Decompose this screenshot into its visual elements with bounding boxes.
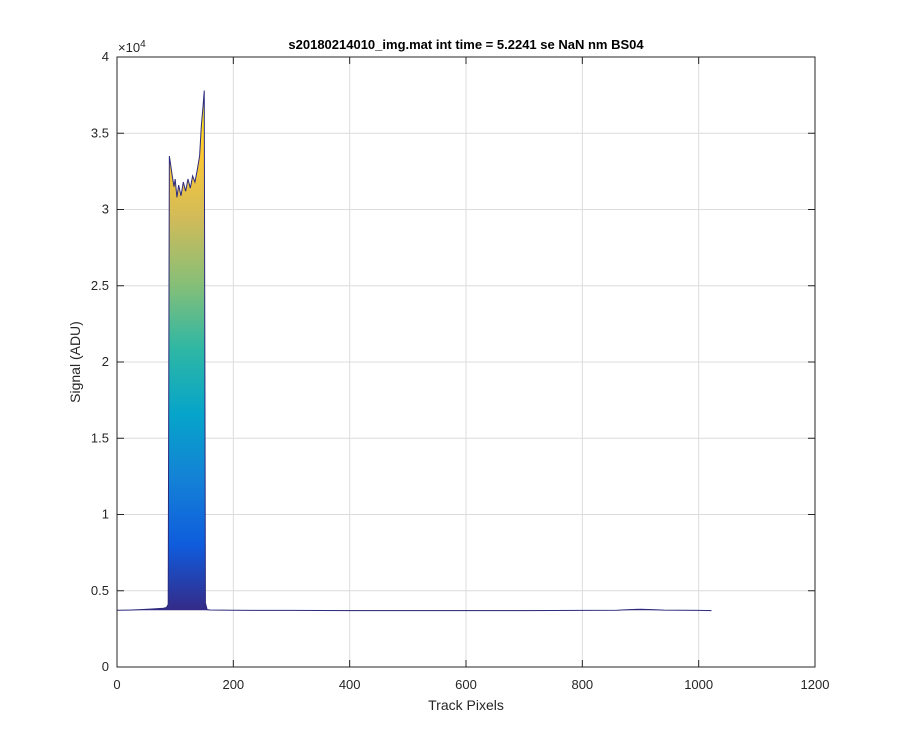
signal-area (117, 90, 712, 611)
y-tick-label: 1 (102, 507, 109, 522)
y-tick-label: 0 (102, 659, 109, 674)
x-tick-label: 400 (339, 677, 361, 692)
data-layer (116, 90, 712, 612)
x-tick-label: 0 (113, 677, 120, 692)
y-axis-label: Signal (ADU) (67, 321, 83, 403)
x-tick-label: 200 (222, 677, 244, 692)
x-tick-label: 1200 (801, 677, 830, 692)
x-tick-labels: 0 200 400 600 800 1000 1200 (113, 677, 829, 692)
y-tick-label: 1.5 (91, 430, 109, 445)
chart-title: s20180214010_img.mat int time = 5.2241 s… (288, 37, 644, 52)
y-tick-label: 2 (102, 354, 109, 369)
y-exponent-label: ×104 (118, 39, 146, 55)
y-tick-label: 3.5 (91, 125, 109, 140)
x-tick-label: 800 (571, 677, 593, 692)
ticks (116, 56, 816, 668)
signal-line (116, 90, 712, 612)
x-tick-label: 1000 (684, 677, 713, 692)
y-tick-labels: 0 0.5 1 1.5 2 2.5 3 3.5 4 (91, 49, 109, 674)
grid (117, 57, 815, 667)
x-tick-label: 600 (455, 677, 477, 692)
y-tick-label: 0.5 (91, 583, 109, 598)
y-tick-label: 3 (102, 202, 109, 217)
x-axis-label: Track Pixels (428, 697, 504, 713)
y-tick-label: 2.5 (91, 278, 109, 293)
y-tick-label: 4 (102, 49, 109, 64)
